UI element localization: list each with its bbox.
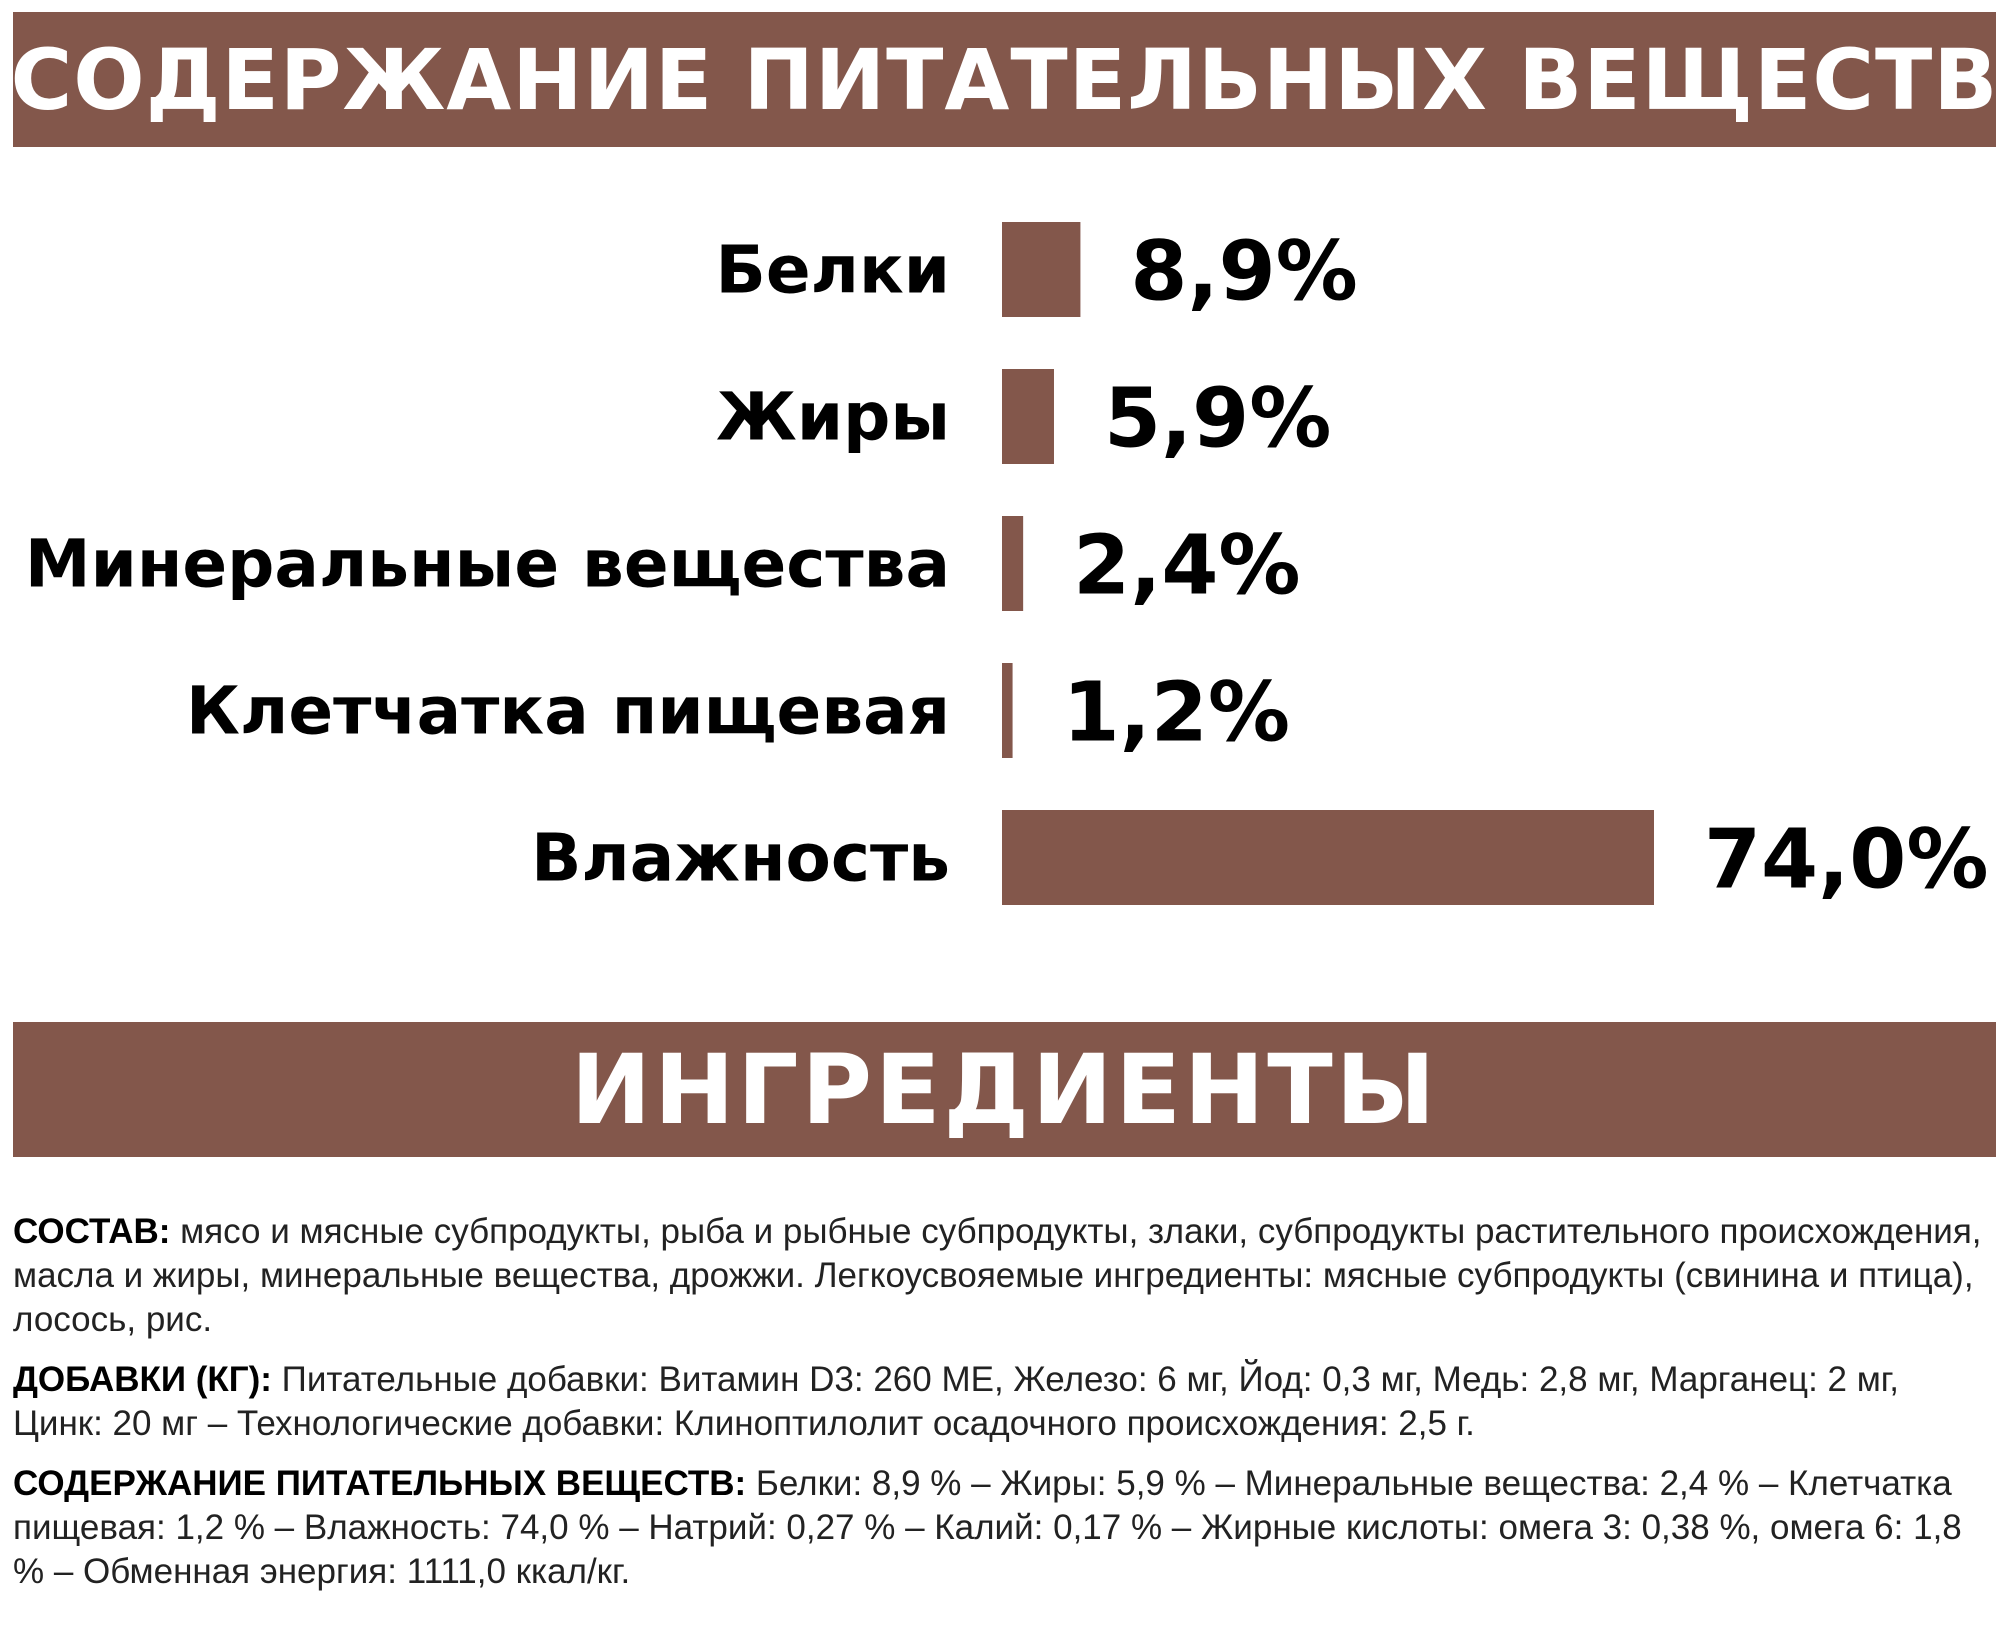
additives-text: Питательные добавки: Витамин D3: 260 МЕ,… <box>13 1360 1900 1443</box>
bar <box>1002 369 1054 464</box>
nutrients-title: СОДЕРЖАНИЕ ПИТАТЕЛЬНЫХ ВЕЩЕСТВ <box>10 30 1999 129</box>
nutrients-label: СОДЕРЖАНИЕ ПИТАТЕЛЬНЫХ ВЕЩЕСТВ: <box>13 1464 747 1503</box>
nutrients-text: Белки: 8,9 % – Жиры: 5,9 % – Минеральные… <box>13 1464 1962 1591</box>
bar <box>1002 222 1081 317</box>
category-label: Клетчатка пищевая <box>186 673 950 750</box>
additives-label: ДОБАВКИ (КГ): <box>13 1360 272 1399</box>
ingredients-body: СОСТАВ: мясо и мясные субпродукты, рыба … <box>13 1210 1988 1610</box>
composition-label: СОСТАВ: <box>13 1212 171 1251</box>
category-label: Жиры <box>716 379 950 456</box>
value-label: 1,2% <box>1063 666 1290 761</box>
value-label: 8,9% <box>1130 225 1357 320</box>
composition-text: мясо и мясные субпродукты, рыба и рыбные… <box>13 1212 1982 1339</box>
ingredients-header: ИНГРЕДИЕНТЫ <box>13 1022 1996 1157</box>
value-label: 5,9% <box>1104 372 1331 467</box>
value-label: 74,0% <box>1704 813 1988 908</box>
nutrients-paragraph: СОДЕРЖАНИЕ ПИТАТЕЛЬНЫХ ВЕЩЕСТВ: Белки: 8… <box>13 1462 1988 1594</box>
category-label: Минеральные вещества <box>25 526 950 603</box>
additives-paragraph: ДОБАВКИ (КГ): Питательные добавки: Витам… <box>13 1358 1988 1446</box>
ingredients-title: ИНГРЕДИЕНТЫ <box>570 1033 1439 1146</box>
value-label: 2,4% <box>1073 519 1300 614</box>
nutrients-header: СОДЕРЖАНИЕ ПИТАТЕЛЬНЫХ ВЕЩЕСТВ <box>10 12 1999 147</box>
bar <box>1002 663 1013 758</box>
category-label: Белки <box>716 232 950 309</box>
bar <box>1002 810 1654 905</box>
composition-paragraph: СОСТАВ: мясо и мясные субпродукты, рыба … <box>13 1210 1988 1342</box>
nutrient-bar-chart: Белки 8,9% Жиры 5,9% Минеральные вещества 2,4… <box>25 222 1988 908</box>
category-label: Влажность <box>531 820 950 897</box>
bar <box>1002 516 1024 611</box>
